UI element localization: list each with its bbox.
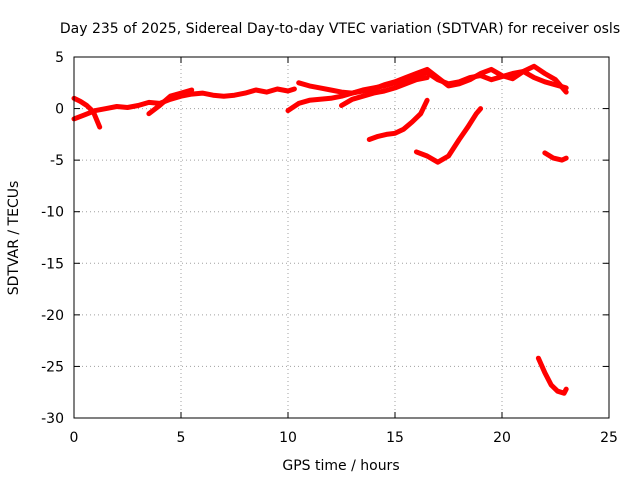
x-tick-label: 10 [279, 430, 297, 446]
x-tick-label: 20 [493, 430, 511, 446]
x-tick-label: 25 [600, 430, 618, 446]
y-tick-label: -15 [41, 256, 64, 272]
x-tick-label: 5 [177, 430, 186, 446]
y-axis-label: SDTVAR / TECUs [6, 181, 22, 296]
y-tick-label: -20 [41, 308, 64, 324]
tick-layer: 0 5 10 15 20 25 5 0 -5 -10 -15 -20 -25 -30 [41, 50, 618, 446]
grid-layer [74, 57, 609, 418]
y-tick-label: 5 [55, 50, 64, 66]
series-track-9 [542, 150, 569, 163]
series-track-5 [296, 63, 569, 96]
series-track-8 [413, 106, 484, 165]
x-tick-label: 15 [386, 430, 404, 446]
y-tick-label: -10 [41, 205, 64, 221]
y-tick-label: -25 [41, 359, 64, 375]
series-layer [71, 63, 569, 396]
series-track-7 [366, 97, 430, 142]
series-track-1 [71, 86, 297, 122]
y-tick-label: 0 [55, 102, 64, 118]
y-tick-label: -30 [41, 411, 64, 427]
x-tick-label: 0 [70, 430, 79, 446]
x-axis-label: GPS time / hours [282, 458, 399, 474]
series-track-2 [71, 95, 103, 130]
y-tick-label: -5 [50, 153, 64, 169]
plot-frame [73, 56, 610, 419]
chart-title: Day 235 of 2025, Sidereal Day-to-day VTE… [60, 21, 620, 37]
series-track-6 [339, 75, 430, 108]
series-track-3 [146, 87, 195, 117]
series-track-10 [535, 355, 569, 396]
